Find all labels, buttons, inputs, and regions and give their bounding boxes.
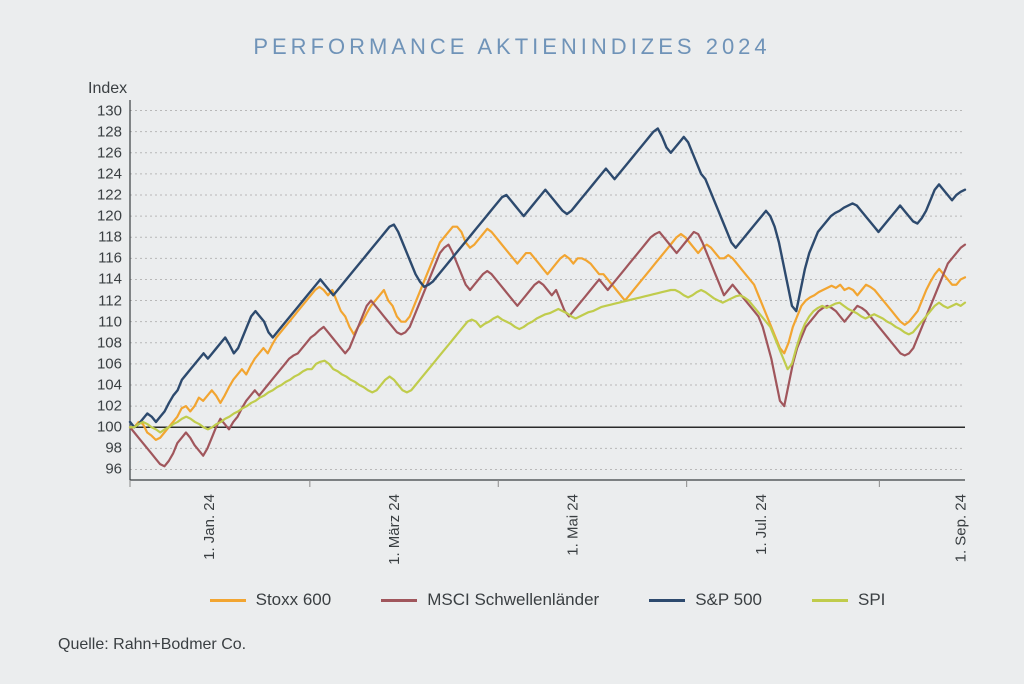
chart-container: PERFORMANCE AKTIENINDIZES 2024 Index 96 9… (0, 0, 1024, 684)
legend-swatch (210, 599, 246, 602)
y-tick-label: 104 (82, 377, 122, 394)
y-tick-label: 118 (82, 229, 122, 246)
legend: Stoxx 600 MSCI Schwellenländer S&P 500 SPI (130, 590, 965, 610)
source-text: Quelle: Rahn+Bodmer Co. (58, 636, 246, 654)
chart-title: PERFORMANCE AKTIENINDIZES 2024 (0, 34, 1024, 60)
plot-area (130, 100, 965, 480)
y-tick-label: 128 (82, 123, 122, 140)
y-axis-label: Index (88, 80, 127, 98)
y-tick-label: 130 (82, 102, 122, 119)
plot-svg (130, 100, 965, 480)
y-tick-label: 124 (82, 165, 122, 182)
x-tick-label: 1. Mai 24 (565, 494, 582, 556)
x-tick-label: 1. März 24 (386, 494, 403, 565)
legend-label: SPI (858, 590, 885, 610)
y-tick-label: 114 (82, 271, 122, 288)
y-tick-label: 106 (82, 355, 122, 372)
x-tick-label: 1. Jul. 24 (753, 494, 770, 555)
legend-label: Stoxx 600 (256, 590, 332, 610)
y-tick-label: 102 (82, 398, 122, 415)
legend-swatch (812, 599, 848, 602)
legend-item: SPI (812, 590, 885, 610)
legend-swatch (649, 599, 685, 602)
y-tick-label: 120 (82, 208, 122, 225)
legend-item: MSCI Schwellenländer (381, 590, 599, 610)
legend-swatch (381, 599, 417, 602)
y-tick-label: 108 (82, 334, 122, 351)
legend-item: S&P 500 (649, 590, 762, 610)
y-tick-label: 126 (82, 144, 122, 161)
y-tick-label: 110 (82, 313, 122, 330)
legend-label: MSCI Schwellenländer (427, 590, 599, 610)
y-tick-label: 116 (82, 250, 122, 267)
y-tick-label: 100 (82, 419, 122, 436)
y-tick-label: 98 (82, 440, 122, 457)
x-tick-label: 1. Jan. 24 (201, 494, 218, 560)
y-tick-label: 112 (82, 292, 122, 309)
x-tick-label: 1. Sep. 24 (953, 494, 970, 562)
legend-label: S&P 500 (695, 590, 762, 610)
y-tick-label: 122 (82, 187, 122, 204)
y-tick-label: 96 (82, 461, 122, 478)
legend-item: Stoxx 600 (210, 590, 332, 610)
